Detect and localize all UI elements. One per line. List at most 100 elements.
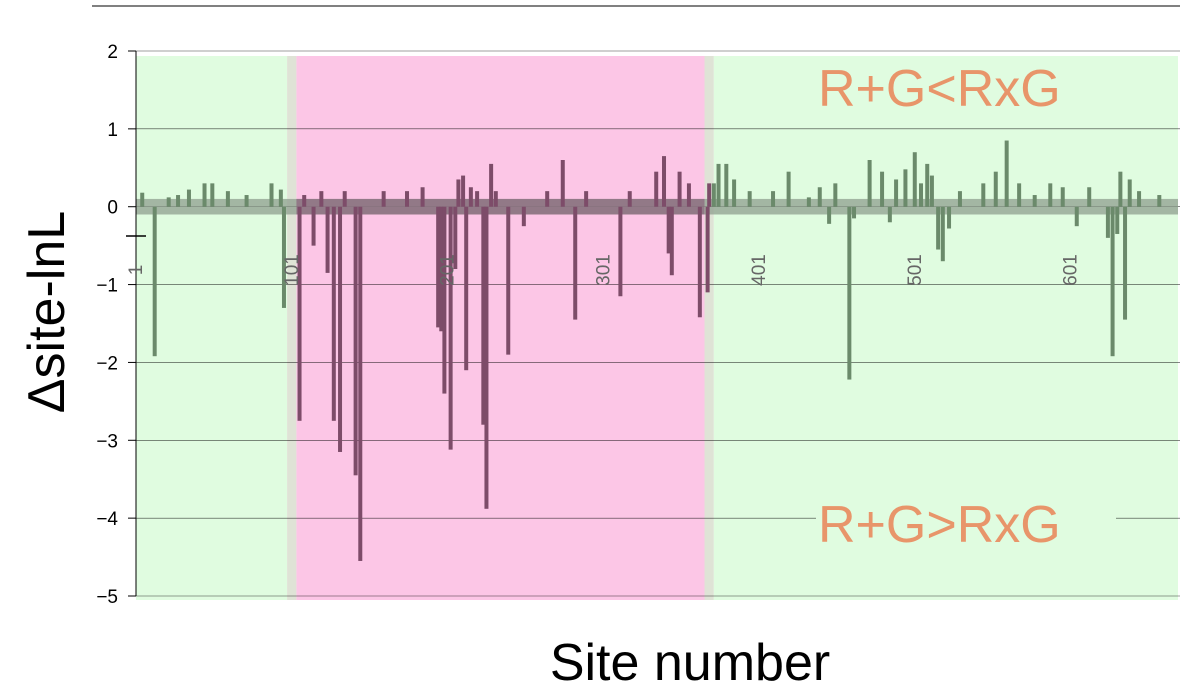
bar bbox=[269, 183, 274, 207]
region-band bbox=[136, 56, 288, 600]
bar bbox=[573, 206, 578, 320]
bar bbox=[484, 206, 489, 509]
bar bbox=[919, 183, 924, 207]
bar bbox=[852, 206, 857, 219]
y-axis: 2 1 0 −1 −2 −3 −4 −5 bbox=[96, 42, 137, 608]
y-axis-label: Δsite-lnL bbox=[18, 211, 76, 413]
bar bbox=[311, 206, 316, 246]
bar bbox=[947, 206, 952, 229]
region-band bbox=[704, 56, 714, 600]
bar bbox=[166, 197, 171, 207]
annotations: R+G<RxG R+G>RxG bbox=[816, 56, 1116, 554]
bar bbox=[506, 206, 511, 355]
y-tick-label: 0 bbox=[107, 198, 118, 219]
bar bbox=[331, 206, 336, 421]
bar bbox=[176, 195, 181, 207]
bar bbox=[957, 191, 962, 207]
y-tick-label: −2 bbox=[96, 353, 118, 374]
bar bbox=[436, 206, 441, 328]
bar bbox=[1105, 206, 1110, 238]
bar bbox=[439, 206, 444, 332]
annotation-label: R+G<RxG bbox=[818, 60, 1061, 118]
region-bands bbox=[136, 56, 1178, 600]
bar bbox=[461, 175, 466, 207]
bar bbox=[584, 191, 589, 207]
bar bbox=[618, 206, 623, 297]
bar bbox=[493, 191, 498, 207]
region-band bbox=[296, 56, 705, 600]
bar bbox=[686, 183, 691, 207]
x-tick-label: 601 bbox=[1061, 254, 1082, 286]
bar bbox=[697, 206, 702, 318]
bar bbox=[1017, 183, 1022, 207]
bar bbox=[747, 191, 752, 207]
bar bbox=[342, 191, 347, 207]
y-tick-label: −4 bbox=[96, 509, 118, 530]
bar bbox=[716, 163, 721, 207]
bar bbox=[880, 171, 885, 207]
bar bbox=[1157, 195, 1162, 207]
x-tick-label: 501 bbox=[905, 254, 926, 286]
bar bbox=[654, 171, 659, 207]
bar bbox=[903, 169, 908, 207]
y-tick-label: −3 bbox=[96, 431, 118, 452]
bar bbox=[936, 206, 941, 250]
bar bbox=[186, 189, 191, 207]
bar bbox=[210, 183, 215, 207]
y-tick-label: −1 bbox=[96, 276, 118, 297]
bar bbox=[244, 195, 249, 207]
bar bbox=[325, 206, 330, 273]
bar bbox=[358, 206, 363, 561]
bar bbox=[319, 191, 324, 207]
bar bbox=[817, 187, 822, 207]
bar bbox=[560, 160, 565, 207]
bar bbox=[1115, 206, 1120, 234]
bar bbox=[711, 183, 716, 207]
y-tick-label: −5 bbox=[96, 587, 118, 608]
x-tick-label: 301 bbox=[593, 254, 614, 286]
bar bbox=[338, 206, 343, 452]
annotation-label: R+G>RxG bbox=[818, 496, 1061, 554]
bar bbox=[627, 191, 632, 207]
bar bbox=[468, 187, 473, 207]
bar bbox=[456, 179, 461, 207]
bar bbox=[448, 206, 453, 450]
bar bbox=[475, 191, 480, 207]
bar bbox=[1087, 187, 1092, 207]
bar bbox=[353, 206, 358, 476]
bar bbox=[724, 163, 729, 207]
bar bbox=[666, 206, 671, 254]
bar bbox=[705, 206, 710, 293]
bar bbox=[1137, 191, 1142, 207]
bar bbox=[405, 191, 410, 207]
bar bbox=[771, 191, 776, 207]
bar bbox=[1048, 183, 1053, 207]
bar bbox=[152, 206, 157, 357]
bar bbox=[225, 191, 230, 207]
bar bbox=[1032, 195, 1037, 207]
bar bbox=[521, 206, 526, 227]
bar bbox=[847, 206, 852, 380]
bar bbox=[940, 206, 945, 262]
bar bbox=[827, 206, 832, 224]
bar-series bbox=[136, 140, 1178, 561]
bar bbox=[662, 156, 667, 207]
bar bbox=[381, 191, 386, 207]
bar bbox=[442, 206, 447, 394]
x-tick-labels: 1 101 201 301 401 501 601 bbox=[126, 235, 1082, 286]
bar bbox=[140, 192, 145, 207]
bar bbox=[732, 179, 737, 207]
x-tick-label: 201 bbox=[438, 254, 459, 286]
baseline-band-mid bbox=[296, 198, 705, 215]
bar bbox=[1074, 206, 1079, 227]
bar bbox=[806, 197, 811, 207]
bar bbox=[302, 195, 307, 207]
bar bbox=[202, 183, 207, 207]
bar bbox=[981, 183, 986, 207]
x-axis-label: Site number bbox=[550, 634, 830, 691]
x-tick-label: 1 bbox=[126, 265, 147, 276]
bar bbox=[1004, 140, 1009, 207]
bar bbox=[1110, 206, 1115, 357]
bar bbox=[489, 163, 494, 207]
